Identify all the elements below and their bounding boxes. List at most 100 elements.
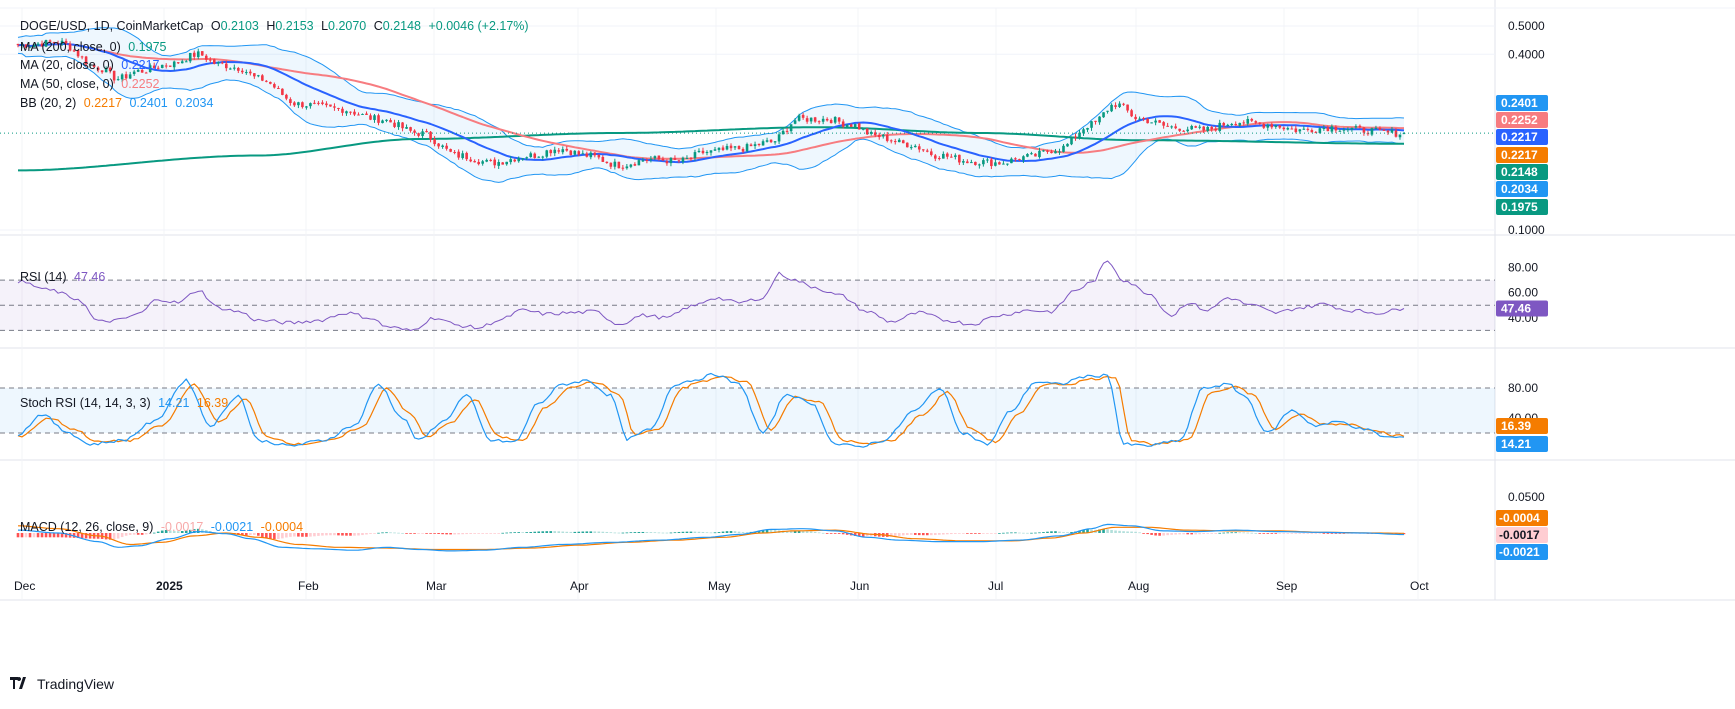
macd-histogram-bar <box>120 533 124 538</box>
brand-name[interactable]: TradingView <box>37 676 115 692</box>
candle-body <box>1066 143 1069 147</box>
ma20-legend: MA (20, close, 0) 0.2217 <box>20 58 164 73</box>
macd-histogram-bar <box>1254 533 1258 534</box>
candle-body <box>1278 125 1282 128</box>
macd-histogram-bar <box>1034 532 1037 534</box>
macd-histogram-bar <box>505 532 508 534</box>
candle-body <box>797 115 801 121</box>
candle-body <box>837 117 841 122</box>
macd-hist-badge <box>1496 527 1548 543</box>
macd-histogram-bar <box>625 532 629 534</box>
axis-layer: 0.5000 0.4000 0.1000 0.2401 0.2252 0.2217 0.22… <box>14 19 1548 593</box>
macd-histogram-bar <box>934 533 937 536</box>
candle-body <box>249 71 252 74</box>
candle-body <box>1174 126 1177 129</box>
candle-body <box>325 103 328 106</box>
macd-histogram-bar <box>88 533 92 539</box>
candle-body <box>841 121 845 127</box>
candle-body <box>1162 122 1165 126</box>
macd-histogram-bar <box>1114 530 1117 533</box>
macd-histogram-bar <box>433 533 436 534</box>
high-label: H <box>266 19 276 33</box>
candle-body <box>461 153 464 159</box>
candle-body <box>1118 103 1121 108</box>
candle-body <box>901 140 905 144</box>
candle-body <box>809 117 813 122</box>
candle-body <box>1354 126 1358 128</box>
macd-histogram-bar <box>593 531 597 533</box>
macd-histogram-bar <box>1010 532 1013 534</box>
macd-signal-badge <box>1496 510 1548 526</box>
macd-histogram-bar <box>1274 533 1278 534</box>
candle-body <box>1074 136 1077 138</box>
macd-histogram-bar <box>80 533 84 539</box>
candle-body <box>261 75 264 81</box>
candle-body <box>1394 130 1398 137</box>
candle-body <box>285 94 288 99</box>
candle-body <box>273 84 276 88</box>
time-tick-label: Feb <box>298 579 319 593</box>
macd-histogram-bar <box>1342 533 1346 534</box>
macd-histogram-bar <box>1310 533 1314 534</box>
candle-body <box>950 156 953 158</box>
candle-body <box>1058 151 1061 153</box>
candle-body <box>393 122 396 127</box>
macd-histogram-bar <box>309 533 312 537</box>
candle-body <box>453 152 456 154</box>
macd-histogram-bar <box>521 532 525 533</box>
candle-body <box>725 146 729 150</box>
candle-body <box>168 65 172 67</box>
candle-body <box>521 158 525 160</box>
stoch-k-badge <box>1496 436 1548 452</box>
macd-histogram-bar <box>893 533 897 537</box>
macd-histogram-bar <box>681 531 685 533</box>
macd-histogram-bar <box>249 533 252 536</box>
candle-body <box>96 67 100 71</box>
candle-body <box>853 124 857 128</box>
price-badge <box>1496 181 1548 197</box>
candle-body <box>769 139 773 143</box>
macd-histogram-bar <box>1146 533 1149 535</box>
macd-histogram-bar <box>180 531 184 533</box>
candle-body <box>869 132 873 134</box>
macd-histogram-bar <box>950 533 953 535</box>
macd-histogram-bar <box>829 533 833 534</box>
macd-histogram-bar <box>116 533 120 539</box>
macd-histogram-bar <box>28 533 32 538</box>
candle-body <box>16 43 20 46</box>
candle-body <box>741 148 745 152</box>
candle-body <box>136 69 140 72</box>
macd-histogram-bar <box>1238 532 1242 534</box>
candle-body <box>401 122 404 129</box>
macd-histogram-bar <box>1018 532 1021 534</box>
bb-basis-value: 0.2217 <box>83 96 122 110</box>
macd-histogram-bar <box>617 532 621 534</box>
candle-body <box>1362 127 1366 133</box>
candle-body <box>925 150 929 152</box>
candle-body <box>833 116 837 123</box>
macd-histogram-bar <box>641 531 645 533</box>
macd-histogram-bar <box>825 533 829 534</box>
candle-body <box>1258 122 1262 124</box>
macd-histogram-bar <box>637 531 641 533</box>
candle-body <box>1294 128 1298 132</box>
macd-histogram-bar <box>837 533 841 534</box>
candle-body <box>1238 122 1242 126</box>
macd-histogram-bar <box>861 533 865 537</box>
macd-histogram-bar <box>473 533 476 534</box>
candle-body <box>641 160 645 162</box>
candle-body <box>970 162 973 164</box>
macd-histogram-bar <box>557 531 561 533</box>
macd-histogram-bar <box>533 531 537 533</box>
macd-histogram-bar <box>978 533 981 534</box>
macd-histogram-bar <box>1162 533 1165 536</box>
candle-body <box>301 102 304 108</box>
macd-histogram-bar <box>661 532 665 534</box>
macd-histogram-bar <box>1278 533 1282 534</box>
candle-body <box>437 143 440 147</box>
candle-body <box>20 44 24 46</box>
candle-body <box>253 73 256 77</box>
candle-body <box>241 70 244 73</box>
candle-body <box>1046 150 1049 152</box>
